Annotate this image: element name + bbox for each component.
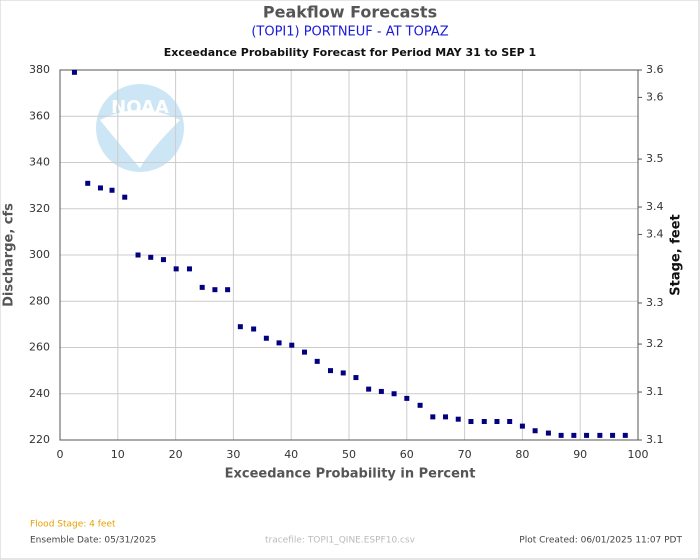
x-tick-label: 50 xyxy=(342,448,356,461)
point xyxy=(507,419,513,424)
point xyxy=(97,185,103,191)
x-tick-label: 60 xyxy=(400,448,414,461)
point xyxy=(378,388,384,394)
point xyxy=(430,414,436,420)
point xyxy=(404,395,410,401)
y2-tick-label: 3.5 xyxy=(646,152,664,165)
point xyxy=(328,368,334,374)
plot-created: Plot Created: 06/01/2025 11:07 PDT xyxy=(519,536,682,546)
x-tick-label: 30 xyxy=(226,448,240,461)
y-tick-label: 220 xyxy=(29,433,50,446)
point xyxy=(622,432,628,438)
point xyxy=(173,266,179,272)
y-tick-label: 300 xyxy=(29,248,50,261)
point xyxy=(314,358,320,364)
point xyxy=(109,187,115,193)
point xyxy=(481,419,487,424)
point xyxy=(276,340,282,346)
subtitle2: Exceedance Probability Forecast for Peri… xyxy=(164,46,536,59)
x-tick-label: 20 xyxy=(169,448,183,461)
point xyxy=(263,335,269,341)
x-tick-label: 90 xyxy=(573,448,587,461)
y2-tick-label: 3.6 xyxy=(646,90,664,103)
point xyxy=(571,432,577,438)
y2-tick-label: 3.4 xyxy=(646,200,664,213)
y-tick-label: 380 xyxy=(29,63,50,76)
point xyxy=(353,375,359,381)
x-tick-label: 80 xyxy=(515,448,529,461)
x-tick-label: 70 xyxy=(458,448,472,461)
y2-axis-label: Stage, feet xyxy=(669,214,684,295)
y2-tick-label: 3.1 xyxy=(646,385,664,398)
point xyxy=(85,180,91,186)
point xyxy=(212,287,218,293)
y-tick-label: 280 xyxy=(29,294,50,307)
point xyxy=(225,287,231,293)
point xyxy=(417,402,423,408)
point xyxy=(340,370,346,376)
point xyxy=(558,432,564,438)
point xyxy=(199,284,205,290)
point xyxy=(301,349,307,355)
point xyxy=(443,414,449,420)
point xyxy=(455,416,461,422)
tracefile: tracefile: TOPI1_QINE.ESPF10.csv xyxy=(265,536,416,546)
subtitle: (TOPI1) PORTNEUF - AT TOPAZ xyxy=(251,25,448,40)
point xyxy=(71,69,77,75)
point xyxy=(532,428,538,434)
point xyxy=(584,432,590,438)
y-tick-label: 320 xyxy=(29,202,50,215)
plot-area xyxy=(59,69,639,441)
y-axis-label: Discharge, cfs xyxy=(2,203,17,307)
chart-title: Peakflow Forecasts xyxy=(263,3,437,22)
point xyxy=(545,430,551,436)
x-tick-label: 10 xyxy=(111,448,125,461)
point xyxy=(519,423,525,429)
point xyxy=(366,386,372,392)
y-tick-label: 260 xyxy=(29,341,50,354)
point xyxy=(494,419,500,424)
y2-tick-label: 3.2 xyxy=(646,337,664,350)
point xyxy=(237,324,243,330)
y2-tick-label: 3.3 xyxy=(646,296,664,309)
point xyxy=(122,194,128,200)
x-tick-label: 100 xyxy=(628,448,649,461)
x-tick-label: 40 xyxy=(284,448,298,461)
noaa-logo: NOAA xyxy=(96,84,184,172)
point xyxy=(251,326,257,332)
point xyxy=(610,432,616,438)
point xyxy=(160,257,166,263)
point xyxy=(597,432,603,438)
watermark: NOAA xyxy=(111,97,169,118)
y-tick-label: 240 xyxy=(29,387,50,400)
flood-stage: Flood Stage: 4 feet xyxy=(30,520,116,530)
x-tick-label: 0 xyxy=(57,448,64,461)
y2-tick-label: 3.1 xyxy=(646,433,664,446)
ensemble-date: Ensemble Date: 05/31/2025 xyxy=(30,536,156,546)
y-tick-label: 360 xyxy=(29,109,50,122)
point xyxy=(148,254,154,260)
y-tick-label: 340 xyxy=(29,156,50,169)
point xyxy=(289,342,295,348)
point xyxy=(391,391,397,397)
point xyxy=(186,266,192,272)
y2-tick-label: 3.4 xyxy=(646,227,664,240)
x-axis-label: Exceedance Probability in Percent xyxy=(225,467,476,482)
y2-tick-label: 3.6 xyxy=(646,63,664,76)
point xyxy=(135,252,141,258)
point xyxy=(468,419,474,424)
